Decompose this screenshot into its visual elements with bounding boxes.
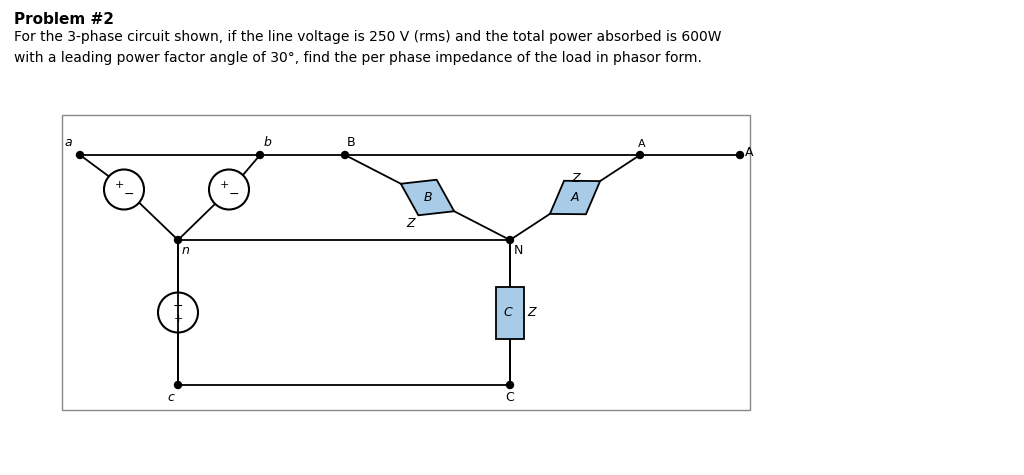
FancyBboxPatch shape: [62, 115, 750, 410]
FancyBboxPatch shape: [496, 286, 524, 339]
Circle shape: [507, 381, 513, 389]
Circle shape: [341, 152, 348, 159]
Circle shape: [174, 237, 181, 244]
Text: Z: Z: [571, 172, 581, 185]
Text: n: n: [182, 244, 189, 257]
Text: b: b: [264, 136, 272, 149]
Text: Z: Z: [407, 217, 415, 230]
Text: A: A: [570, 191, 580, 204]
Text: A: A: [638, 139, 645, 149]
Text: +: +: [115, 180, 124, 190]
Polygon shape: [550, 181, 600, 214]
Circle shape: [77, 152, 84, 159]
Text: C: C: [504, 306, 512, 319]
Circle shape: [637, 152, 643, 159]
Text: N: N: [514, 244, 523, 257]
Circle shape: [736, 152, 743, 159]
Text: Problem #2: Problem #2: [14, 12, 114, 27]
Text: −: −: [173, 300, 183, 313]
Text: +: +: [173, 314, 182, 324]
Text: B: B: [423, 191, 432, 204]
Text: with a leading power factor angle of 30°, find the per phase impedance of the lo: with a leading power factor angle of 30°…: [14, 51, 701, 65]
Text: Z: Z: [527, 306, 537, 319]
Text: +: +: [219, 180, 228, 190]
Circle shape: [507, 237, 513, 244]
Text: B: B: [347, 136, 355, 149]
Text: C: C: [506, 391, 514, 404]
Text: c: c: [167, 391, 174, 404]
Text: −: −: [228, 188, 240, 201]
Text: −: −: [124, 188, 134, 201]
Polygon shape: [400, 180, 455, 215]
Text: A: A: [745, 146, 754, 160]
Circle shape: [174, 381, 181, 389]
Text: For the 3-phase circuit shown, if the line voltage is 250 V (rms) and the total : For the 3-phase circuit shown, if the li…: [14, 30, 722, 44]
Text: a: a: [65, 136, 72, 149]
Circle shape: [256, 152, 263, 159]
